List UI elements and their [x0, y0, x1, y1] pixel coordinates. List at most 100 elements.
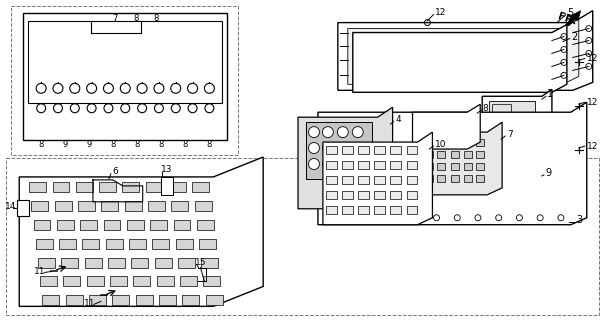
Circle shape	[352, 158, 363, 170]
Bar	[451, 175, 459, 182]
Bar	[358, 146, 369, 154]
Bar	[342, 191, 353, 199]
Text: 8: 8	[482, 104, 488, 113]
Text: 9: 9	[545, 168, 551, 178]
Polygon shape	[174, 220, 191, 230]
Polygon shape	[57, 220, 74, 230]
Polygon shape	[64, 276, 80, 286]
Bar	[374, 161, 385, 169]
Polygon shape	[61, 258, 78, 268]
Bar	[464, 175, 473, 182]
Text: 12: 12	[587, 54, 598, 63]
Polygon shape	[76, 182, 93, 192]
Bar	[390, 206, 401, 214]
Bar	[390, 191, 401, 199]
Bar	[326, 176, 337, 184]
Bar	[342, 206, 353, 214]
Bar	[464, 151, 473, 158]
Bar	[437, 163, 445, 170]
Polygon shape	[129, 239, 146, 249]
Bar	[451, 151, 459, 158]
Bar	[358, 176, 369, 184]
Text: 4: 4	[396, 115, 401, 124]
Polygon shape	[353, 25, 567, 92]
Polygon shape	[338, 11, 593, 90]
Circle shape	[309, 127, 319, 138]
Polygon shape	[40, 276, 57, 286]
Text: 8: 8	[159, 140, 164, 148]
Bar	[464, 163, 473, 170]
Polygon shape	[199, 239, 216, 249]
Polygon shape	[417, 122, 502, 195]
Circle shape	[352, 143, 363, 154]
Text: 7: 7	[507, 130, 513, 139]
Polygon shape	[146, 182, 163, 192]
Circle shape	[322, 158, 333, 170]
Circle shape	[309, 143, 319, 154]
Polygon shape	[159, 295, 176, 305]
Text: 14: 14	[5, 202, 17, 211]
Bar	[342, 176, 353, 184]
Text: 8: 8	[111, 140, 116, 148]
Polygon shape	[113, 295, 129, 305]
Text: 12: 12	[436, 8, 447, 17]
Bar	[407, 176, 417, 184]
Bar	[437, 139, 445, 146]
Polygon shape	[80, 220, 97, 230]
Bar	[407, 161, 417, 169]
Polygon shape	[99, 182, 116, 192]
Polygon shape	[131, 258, 148, 268]
Circle shape	[338, 158, 348, 170]
Circle shape	[322, 127, 333, 138]
Bar	[390, 176, 401, 184]
Bar	[390, 161, 401, 169]
Text: 13: 13	[160, 165, 172, 174]
Bar	[11, 6, 238, 155]
Polygon shape	[78, 201, 95, 211]
Text: 2: 2	[571, 32, 577, 42]
Polygon shape	[197, 220, 214, 230]
Polygon shape	[18, 200, 29, 216]
Polygon shape	[29, 182, 46, 192]
Polygon shape	[85, 258, 102, 268]
Text: 9: 9	[62, 140, 68, 148]
Polygon shape	[171, 201, 188, 211]
Bar	[326, 191, 337, 199]
Text: 10: 10	[436, 140, 447, 148]
Polygon shape	[155, 258, 171, 268]
Bar	[425, 163, 433, 170]
Polygon shape	[59, 239, 76, 249]
Bar	[358, 191, 369, 199]
Polygon shape	[110, 276, 127, 286]
Text: 15: 15	[194, 258, 206, 267]
Text: 1: 1	[547, 89, 553, 99]
Bar	[485, 163, 541, 205]
Polygon shape	[482, 89, 552, 155]
Bar	[476, 163, 484, 170]
Text: 8: 8	[153, 14, 159, 23]
Polygon shape	[318, 102, 587, 225]
Polygon shape	[192, 182, 209, 192]
Polygon shape	[150, 220, 167, 230]
Text: 8: 8	[183, 140, 188, 148]
Polygon shape	[152, 239, 169, 249]
Text: FR.: FR.	[556, 11, 577, 27]
Bar	[358, 161, 369, 169]
Bar	[451, 163, 459, 170]
Polygon shape	[53, 182, 70, 192]
Polygon shape	[19, 157, 263, 306]
Bar	[374, 176, 385, 184]
Text: 11: 11	[84, 299, 96, 308]
Bar	[326, 161, 337, 169]
Text: 8: 8	[207, 140, 212, 148]
Bar	[476, 151, 484, 158]
Polygon shape	[122, 182, 139, 192]
Bar	[6, 158, 599, 315]
Circle shape	[338, 127, 348, 138]
Text: 8: 8	[133, 14, 139, 23]
Polygon shape	[136, 295, 152, 305]
Bar	[464, 139, 473, 146]
Polygon shape	[323, 132, 433, 225]
Polygon shape	[103, 220, 120, 230]
Polygon shape	[31, 201, 48, 211]
